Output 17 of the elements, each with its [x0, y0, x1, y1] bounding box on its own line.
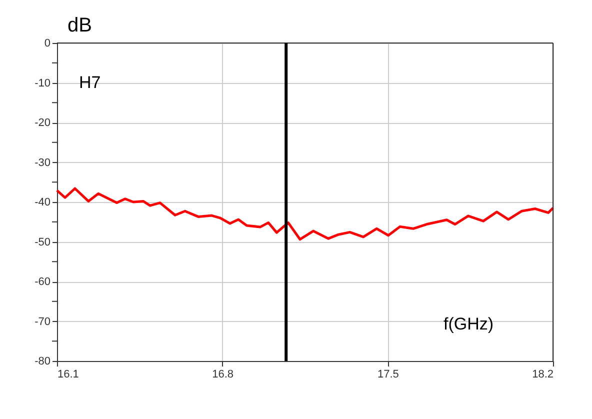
y-tick-label: -70	[34, 316, 50, 328]
line-series	[56, 187, 554, 241]
x-tick-label: 18.2	[532, 368, 554, 380]
x-tick-label: 16.1	[58, 368, 79, 380]
y-tick-label: -60	[34, 276, 50, 288]
annotation: H7	[79, 73, 101, 92]
y-tick-label: -10	[34, 77, 50, 90]
y-tick-label: -40	[34, 196, 50, 208]
y-axis-title: dB	[68, 14, 92, 36]
y-tick-label: -20	[34, 117, 50, 129]
x-tick-label: 16.8	[212, 368, 234, 380]
y-tick-label: 0	[44, 38, 50, 50]
y-tick-label: -50	[34, 236, 50, 248]
x-tick-label: 17.5	[377, 368, 399, 380]
y-tick-label: -30	[34, 156, 50, 169]
x-axis-title: f(GHz)	[444, 314, 494, 334]
y-tick-label: -80	[34, 356, 50, 368]
